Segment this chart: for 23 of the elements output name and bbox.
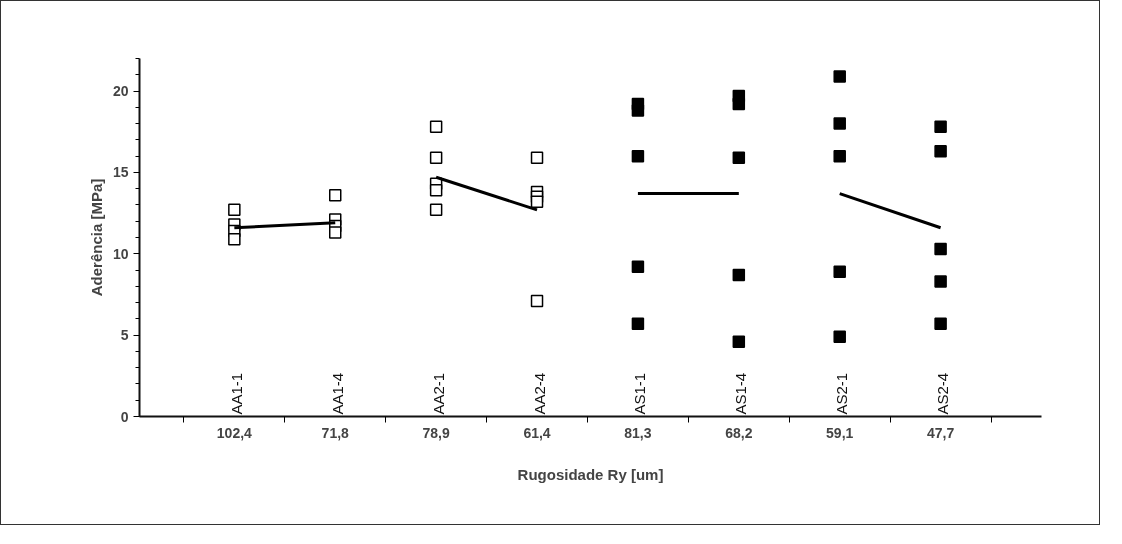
y-axis-title: Aderência [MPa]: [87, 178, 105, 297]
x-tick-label: 59,1: [826, 424, 854, 441]
x-tick-label: 68,2: [725, 424, 753, 441]
x-tick-label: 102,4: [216, 424, 253, 441]
x-tick-label: 47,7: [926, 424, 955, 441]
y-tick-label: 5: [120, 327, 129, 344]
y-tick-label: 10: [112, 245, 129, 262]
annotation: AA1-1: [227, 372, 245, 415]
annotation: AS1-1: [631, 372, 649, 415]
y-tick-label: 0: [120, 408, 129, 425]
y-tick-label: 15: [112, 164, 129, 181]
x-tick-label: 78,9: [422, 424, 450, 441]
y-tick-label: 20: [112, 83, 129, 100]
annotation: AA2-1: [429, 372, 447, 415]
x-tick-label: 61,4: [523, 424, 551, 441]
annotation: AA1-4: [328, 372, 346, 415]
annotation: AA2-4: [530, 372, 548, 415]
x-tick-label: 71,8: [321, 424, 350, 441]
x-tick-label: 81,3: [624, 424, 652, 441]
annotation: AS2-4: [934, 372, 952, 415]
annotation: AS2-1: [833, 372, 851, 415]
x-axis-title: Rugosidade Ry [um]: [517, 465, 664, 483]
annotation: AS1-4: [732, 372, 750, 415]
